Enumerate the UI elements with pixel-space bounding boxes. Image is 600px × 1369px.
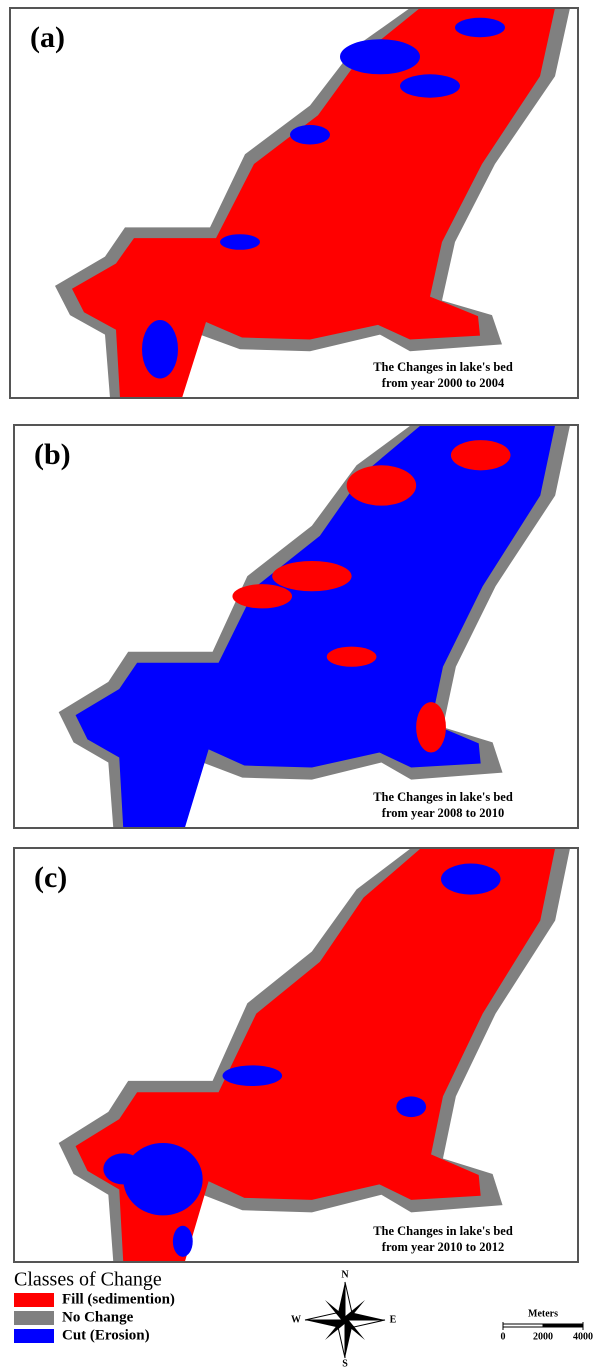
compass-letter: W [291,1314,301,1325]
scale-bar [503,1322,583,1330]
change-patch [347,465,417,505]
change-patch [232,584,292,608]
legend-swatch [14,1311,54,1325]
change-patch [290,125,330,145]
lake-shape [59,848,570,1262]
change-patch [103,1153,143,1184]
panel-label: (b) [34,438,71,471]
change-patch [223,1065,283,1086]
legend-label: Cut (Erosion) [62,1327,150,1343]
legend-title: Classes of Change [14,1269,162,1291]
compass-letter: N [341,1269,349,1280]
change-patch [220,234,260,250]
scale-label: 4000 [573,1331,593,1342]
panel-caption: The Changes in lake's bed [373,360,513,374]
scale-label: 2000 [533,1331,553,1342]
change-patch [340,39,420,74]
legend-swatch [14,1329,54,1343]
panel-caption: from year 2008 to 2010 [382,806,504,820]
lake-shape [55,8,570,398]
map-panel: (a) The Changes in lake's bed from year 20… [10,8,578,398]
change-patch [142,320,178,379]
change-patch [396,1096,426,1117]
legend-label: Fill (sedimention) [62,1291,175,1307]
lake [55,8,570,398]
change-patch [173,1226,193,1257]
figure: (a) The Changes in lake's bed from year 20… [0,0,600,1369]
compass [305,1282,385,1358]
scale-label: 0 [501,1331,506,1342]
change-patch [272,561,351,591]
change-patch [327,647,377,667]
panel-caption: The Changes in lake's bed [373,790,513,804]
change-patch [455,18,505,38]
map-panel: (c) The Changes in lake's bed from year 20… [14,848,578,1262]
compass-letter: E [390,1314,397,1325]
compass-letter: S [342,1358,348,1369]
lake-shape [59,425,570,828]
change-patch [451,440,511,470]
lake [59,425,570,828]
change-patch [416,702,446,752]
legend-label: No Change [62,1309,134,1325]
change-patch [400,74,460,97]
scale-unit: Meters [528,1308,558,1319]
panel-caption: from year 2000 to 2004 [382,376,505,390]
panel-caption: from year 2010 to 2012 [382,1240,504,1254]
panel-label: (a) [30,21,65,54]
legend-swatch [14,1293,54,1307]
lake [59,848,570,1262]
panel-label: (c) [34,861,67,894]
panel-caption: The Changes in lake's bed [373,1224,513,1238]
change-patch [441,864,501,895]
map-panel: (b) The Changes in lake's bed from year 20… [14,425,578,828]
